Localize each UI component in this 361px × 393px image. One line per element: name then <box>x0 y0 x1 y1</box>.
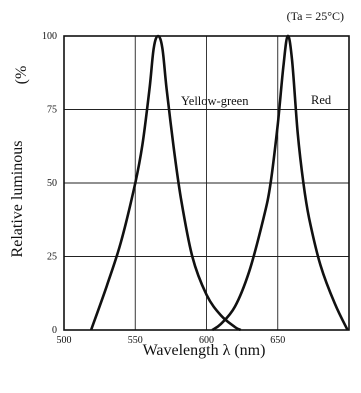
x-tick-label-600: 600 <box>199 335 214 346</box>
series-layer <box>89 34 349 332</box>
x-tick-label-500: 500 <box>57 335 72 346</box>
x-tick-label-650: 650 <box>270 335 285 346</box>
y-tick-label-75: 75 <box>47 105 57 116</box>
x-axis-label: Wavelength λ (nm) <box>143 342 266 359</box>
plot-frame <box>63 35 350 331</box>
y-tick-label-25: 25 <box>47 252 57 263</box>
y-axis-unit: (% <box>13 66 30 85</box>
series-label-red: Red <box>311 93 332 107</box>
series-line-red <box>211 34 349 332</box>
x-tick-label-550: 550 <box>128 335 143 346</box>
y-tick-label-50: 50 <box>47 178 57 189</box>
plot-border <box>63 35 350 331</box>
y-tick-label-0: 0 <box>52 325 57 336</box>
condition-label: (Ta = 25°C) <box>287 9 344 23</box>
tick-labels: 500 550 600 650 0 25 50 75 100 <box>42 31 285 346</box>
series-line-yellow-green <box>89 34 242 332</box>
grid-lines <box>64 36 349 330</box>
y-tick-label-100: 100 <box>42 31 57 42</box>
y-axis-label: Relative luminous <box>9 141 26 258</box>
series-label-yellow-green: Yellow-green <box>181 94 249 108</box>
